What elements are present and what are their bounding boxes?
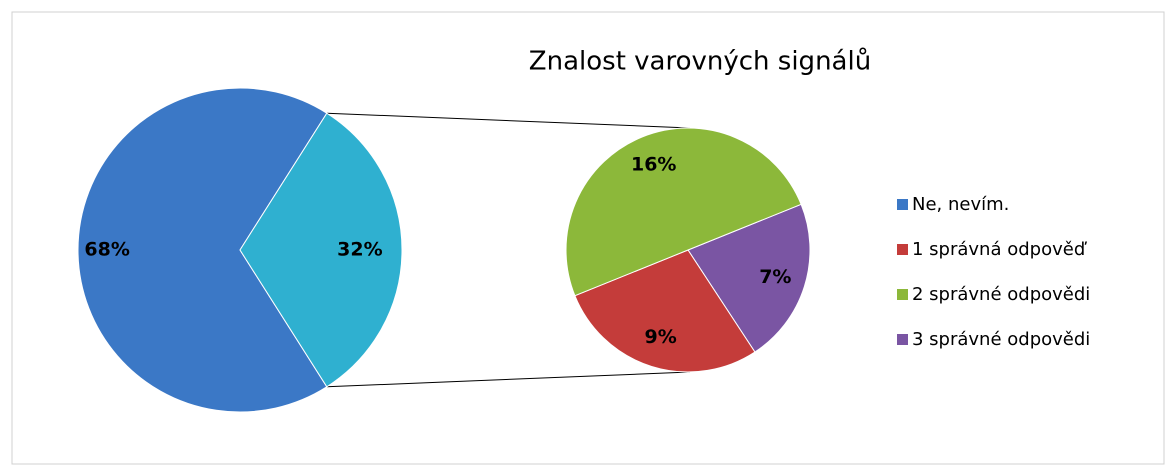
- legend-swatch: [897, 199, 908, 210]
- legend-swatch: [897, 244, 908, 255]
- data-label: 7%: [759, 266, 791, 288]
- legend-label: 3 správné odpovědi: [912, 329, 1090, 350]
- legend-swatch: [897, 334, 908, 345]
- data-label: 68%: [84, 239, 129, 261]
- connector: [326, 112, 691, 129]
- legend-label: 2 správné odpovědi: [912, 284, 1090, 305]
- pie-slice: [565, 127, 802, 297]
- pie-slice: [239, 112, 403, 388]
- chart-title: Znalost varovných signálů: [529, 47, 871, 77]
- legend-label: 1 správná odpověď: [912, 239, 1088, 260]
- pie-slice: [77, 87, 328, 413]
- pie-slice: [687, 203, 811, 353]
- data-label: 16%: [631, 154, 676, 176]
- data-label: 9%: [645, 326, 677, 348]
- legend-swatch: [897, 289, 908, 300]
- legend-label: Ne, nevím.: [912, 194, 1009, 215]
- connector: [326, 371, 691, 388]
- data-label: 32%: [337, 239, 382, 261]
- pie-slice: [574, 249, 756, 373]
